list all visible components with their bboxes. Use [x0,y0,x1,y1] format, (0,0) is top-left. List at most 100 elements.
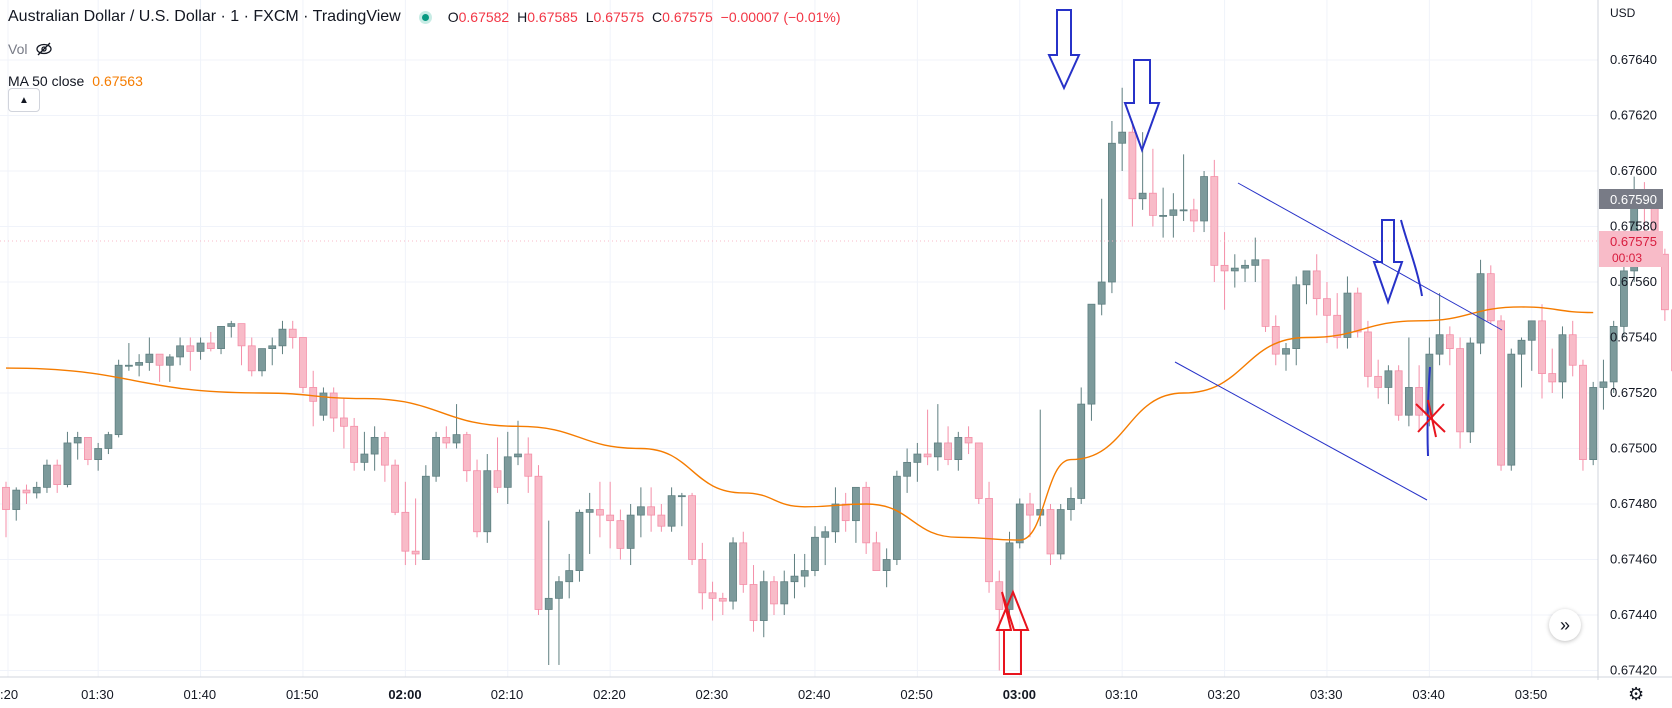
candle-body [821,531,830,538]
ohlc-open-key: O [447,9,459,25]
candle-body [1067,498,1075,510]
price-tick-label: 0.67540 [1610,330,1657,345]
candle-body [176,345,184,358]
candle-body [514,453,522,458]
time-tick-label: 03:00 [1003,687,1036,702]
candle-body [1404,387,1413,416]
currency-label[interactable]: USD [1610,6,1636,20]
candle-body [278,328,287,347]
candle-body [995,581,1004,610]
price-tick-label: 0.67460 [1610,552,1657,567]
candle-body [933,442,942,458]
candle-body [63,442,72,485]
candle-body [770,581,778,605]
symbol-title[interactable]: Australian Dollar / U.S. Dollar · 1 · FX… [8,8,401,25]
candle-body [1589,387,1598,461]
candle-body [974,442,983,499]
candle-body [565,570,574,583]
candle-body [1620,270,1628,327]
candle-body [534,475,543,610]
double-chevron-right-icon: » [1559,614,1570,635]
candle-body [421,475,430,560]
candle-body [1415,387,1424,416]
time-tick-label: 03:50 [1515,687,1548,702]
ohlc-open: 0.67582 [458,9,510,25]
candle-body [1579,364,1587,460]
candle-body [2,486,10,510]
ohlc-high-key: H [517,9,528,25]
candle-body [473,470,481,533]
candle-body [923,453,932,458]
candle-body [555,581,563,599]
candle-body [1230,267,1239,272]
candle-body [1609,325,1618,383]
candle-body [647,506,656,516]
market-open-icon [418,10,432,24]
candle-body [1241,264,1249,269]
candle-body [1159,214,1168,217]
channel-lower-line [1174,361,1428,501]
candle-body [729,542,737,602]
price-tick-label: 0.67620 [1610,108,1657,123]
candle-body [94,448,103,461]
candle-body [104,434,113,449]
candle-body [145,353,154,363]
price-tick-label: 0.67580 [1610,219,1657,234]
candles [2,87,1672,671]
candle-body [360,453,369,463]
candle-body [84,436,92,460]
candle-body [350,425,359,463]
price-tick-label: 0.67500 [1610,441,1657,456]
candle-body [247,345,256,372]
price-tick-label: 0.67560 [1610,274,1657,289]
ohlc-high: 0.67585 [527,9,578,25]
candle-body [964,436,973,444]
collapse-legend-button[interactable]: ▲ [8,88,40,112]
candle-body [53,464,62,485]
candle-body [677,495,686,498]
candle-body [237,323,246,347]
volume-label[interactable]: Vol [8,41,28,57]
candle-body [1374,375,1383,388]
ohlc-values: O0.67582 H0.67585 L0.67575 C0.67575 −0.0… [448,8,841,26]
price-tick-label: 0.67640 [1610,52,1657,67]
candle-body [258,348,266,372]
scroll-to-realtime-button[interactable]: » [1549,609,1581,641]
ohlc-low-key: L [585,9,594,25]
channel-upper-line [1237,182,1503,331]
candle-body [954,436,963,460]
candle-body [186,345,195,352]
candle-body [1077,403,1086,499]
trend-pen-stroke [1400,219,1423,297]
time-tick-label: 03:40 [1412,687,1445,702]
candle-body [503,456,512,488]
eye-off-icon[interactable] [35,42,53,56]
ma-label[interactable]: MA 50 close [8,73,85,89]
candle-body [1056,509,1065,555]
candle-body [1558,334,1567,383]
candle-body [626,514,635,549]
candle-body [1148,192,1157,216]
time-tick-label: 02:20 [593,687,626,702]
candle-body [206,342,215,349]
candle-body [688,495,696,560]
price-tick-label: 0.67520 [1610,385,1657,400]
time-tick-label: 01:40 [184,687,217,702]
candle-body [411,550,420,555]
time-tick-label: 02:50 [900,687,933,702]
candle-body [892,475,901,560]
time-axis: :20 01:30 01:40 01:50 02:00 02:10 02:20 02:30 02… [0,687,1547,702]
candle-body [401,511,410,552]
candle-body [811,536,819,571]
candle-body [12,489,21,510]
candle-body [667,495,676,527]
time-tick-label: 01:50 [286,687,319,702]
time-tick-label: 01:30 [81,687,114,702]
price-tick-label: 0.67480 [1610,496,1657,511]
candle-body [309,387,318,402]
gear-icon[interactable]: ⚙ [1628,684,1645,704]
svg-text:0.67575: 0.67575 [1610,234,1657,249]
chart-legend: Australian Dollar / U.S. Dollar · 1 · FX… [8,8,841,104]
candle-body [616,520,625,549]
